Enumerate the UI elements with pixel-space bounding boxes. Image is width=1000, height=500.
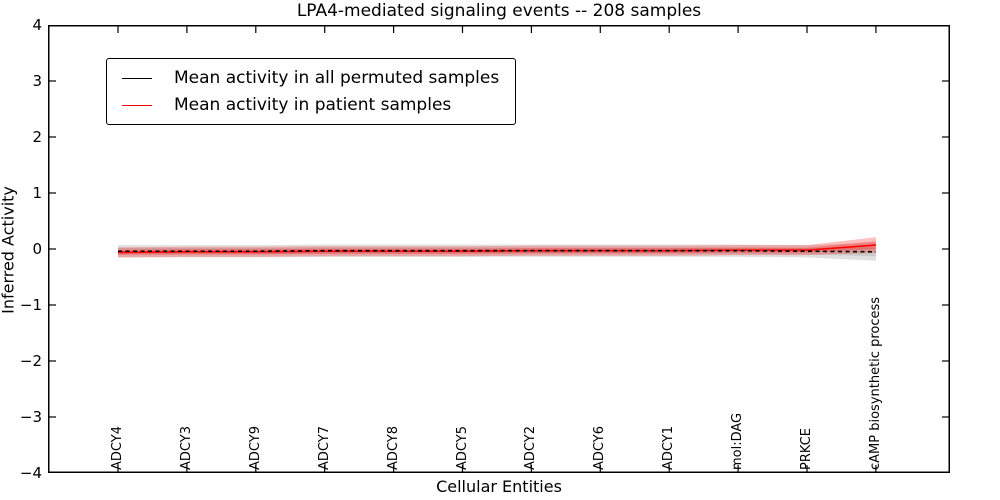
series-band-1-0 [118,237,876,258]
chart-title: LPA4-mediated signaling events -- 208 sa… [296,1,702,21]
x-axis-label: Cellular Entities [436,477,562,496]
series-band-0-1 [118,247,876,257]
x-tick-label-10: PRKCE [799,428,814,470]
x-tick-label-8: ADCY1 [661,426,677,470]
x-tick-label-4: ADCY8 [385,426,401,470]
y-tick-label-5: −1 [19,296,42,314]
y-tick-label-0: 4 [32,16,42,34]
plot-area: Mean activity in all permuted samples Me… [48,25,950,473]
x-tick-label-0: ADCY4 [110,426,125,470]
y-tick-label-3: 1 [32,184,42,202]
x-tick-label-2: ADCY9 [247,426,263,470]
x-tick-label-11: cAMP biosynthetic process [867,296,883,470]
legend-label-permuted: Mean activity in all permuted samples [174,68,500,88]
chart-canvas [48,25,950,473]
y-tick-label-2: 2 [32,128,42,146]
y-tick-label-1: 3 [32,72,42,90]
legend-label-patient: Mean activity in patient samples [174,95,452,115]
x-tick-label-9: mol:DAG [730,412,746,470]
y-tick-label-8: −4 [19,464,42,482]
legend-line-permuted-icon [122,77,152,79]
x-tick-label-3: ADCY7 [316,426,332,470]
y-tick-label-4: 0 [32,240,42,258]
y-tick-label-7: −3 [19,408,42,426]
x-tick-label-7: ADCY6 [592,426,608,470]
y-tick-label-6: −2 [19,352,42,370]
legend-entry-patient: Mean activity in patient samples [122,95,499,115]
legend-entry-permuted: Mean activity in all permuted samples [122,68,499,88]
legend: Mean activity in all permuted samples Me… [106,58,517,125]
x-tick-label-5: ADCY5 [454,426,470,470]
legend-line-patient-icon [122,104,152,106]
series-line-0 [118,249,876,253]
x-tick-label-1: ADCY3 [178,426,194,470]
plot-border [48,25,950,473]
series-band-0-0 [118,242,876,261]
x-tick-label-6: ADCY2 [523,426,539,470]
